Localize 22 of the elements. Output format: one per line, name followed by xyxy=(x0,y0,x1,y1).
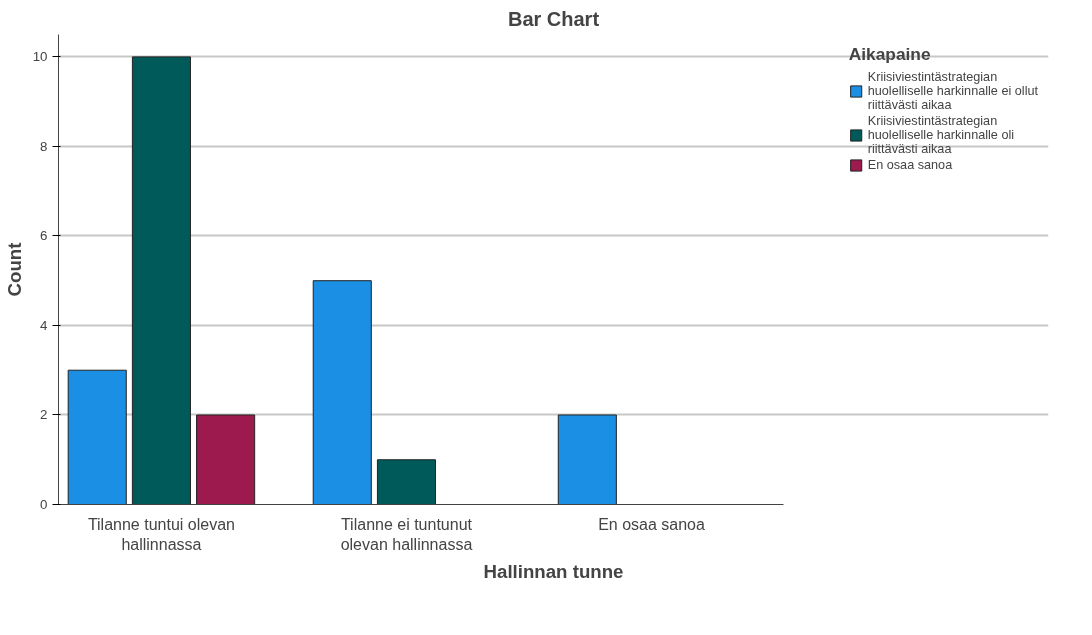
legend-label: En osaa sanoa xyxy=(867,158,953,172)
y-tick-label: 4 xyxy=(40,317,49,333)
legend-label: Kriisiviestintästrategian huolelliselle harkinnalle ei ollut riittävästi aikaa xyxy=(867,70,1038,112)
chart-title: Bar Chart xyxy=(507,7,600,30)
y-tick-label: 10 xyxy=(32,49,48,65)
y-tick-label: 8 xyxy=(40,138,48,154)
bar xyxy=(312,280,372,505)
x-tick-label: Tilanne tuntui olevan hallinnassa xyxy=(87,515,235,553)
y-tick-label: 6 xyxy=(40,228,48,244)
y-tick-label: 2 xyxy=(40,407,48,423)
bar xyxy=(196,414,256,505)
legend-label: Kriisiviestintästrategian huolelliselle harkinnalle oli riittävästi aikaa xyxy=(867,114,1015,156)
bar xyxy=(376,459,437,505)
bar xyxy=(557,414,617,505)
bar xyxy=(67,369,127,505)
x-tick-label: En osaa sanoa xyxy=(598,515,705,533)
x-axis-title: Hallinnan tunne xyxy=(483,560,624,582)
y-axis-title: Count xyxy=(3,242,25,297)
bar xyxy=(131,56,191,505)
y-tick-label: 0 xyxy=(40,497,48,512)
x-tick-label: Tilanne ei tuntunut olevan hallinnassa xyxy=(340,515,473,553)
legend-title: Aikapaine xyxy=(848,44,932,65)
